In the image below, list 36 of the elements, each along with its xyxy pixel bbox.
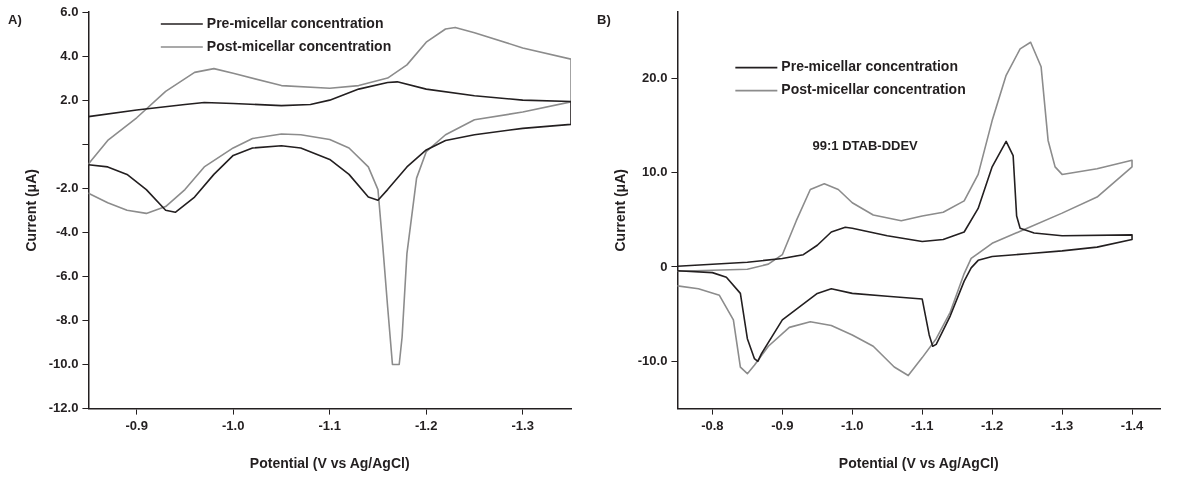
annotation: 99:1 DTAB-DDEV	[812, 138, 919, 154]
y-tick-label: 20.0	[642, 69, 668, 85]
y-tick-label: 0	[660, 258, 668, 274]
y-tick-label: 2.0	[60, 91, 79, 107]
x-tick-label: -1.0	[841, 417, 864, 433]
y-tick-label: -4.0	[56, 223, 79, 239]
y-tick-label: -12.0	[48, 400, 79, 416]
legend-label: Post-micellar concentration	[781, 81, 966, 98]
x-tick-label: -1.2	[980, 417, 1004, 433]
x-tick-label: -0.9	[125, 417, 148, 433]
legend-label: Pre-micellar concentration	[206, 14, 384, 31]
chart-title: A)	[8, 11, 22, 27]
legend-label: Post-micellar concentration	[206, 37, 392, 54]
x-tick-label: -0.8	[701, 417, 724, 433]
y-tick-label: 4.0	[60, 47, 79, 63]
x-axis-title: Potential (V vs Ag/AgCl)	[838, 455, 999, 472]
x-tick-label: -1.3	[511, 417, 534, 433]
y-tick-label: 6.0	[60, 3, 79, 19]
x-axis-title: Potential (V vs Ag/AgCl)	[249, 455, 410, 472]
y-axis-title: Current (μA)	[612, 169, 629, 252]
x-tick-label: -1.3	[1050, 417, 1074, 433]
x-tick-label: -0.9	[771, 417, 794, 433]
x-tick-label: -1.4	[1120, 417, 1144, 433]
y-tick-label: -8.0	[56, 312, 79, 328]
legend-label: Pre-micellar concentration	[781, 58, 958, 75]
x-tick-label: -1.1	[318, 417, 341, 433]
y-tick-label: -10.0	[637, 352, 668, 368]
chart-title: B)	[597, 11, 611, 27]
x-tick-label: -1.0	[222, 417, 245, 433]
y-tick-label: 10.0	[642, 164, 668, 180]
y-tick-label: -6.0	[56, 267, 79, 283]
x-tick-label: -1.1	[911, 417, 934, 433]
y-tick-label: -2.0	[56, 179, 79, 195]
y-axis-title: Current (μA)	[23, 169, 40, 252]
y-tick-label: -10.0	[48, 356, 79, 372]
x-tick-label: -1.2	[415, 417, 438, 433]
